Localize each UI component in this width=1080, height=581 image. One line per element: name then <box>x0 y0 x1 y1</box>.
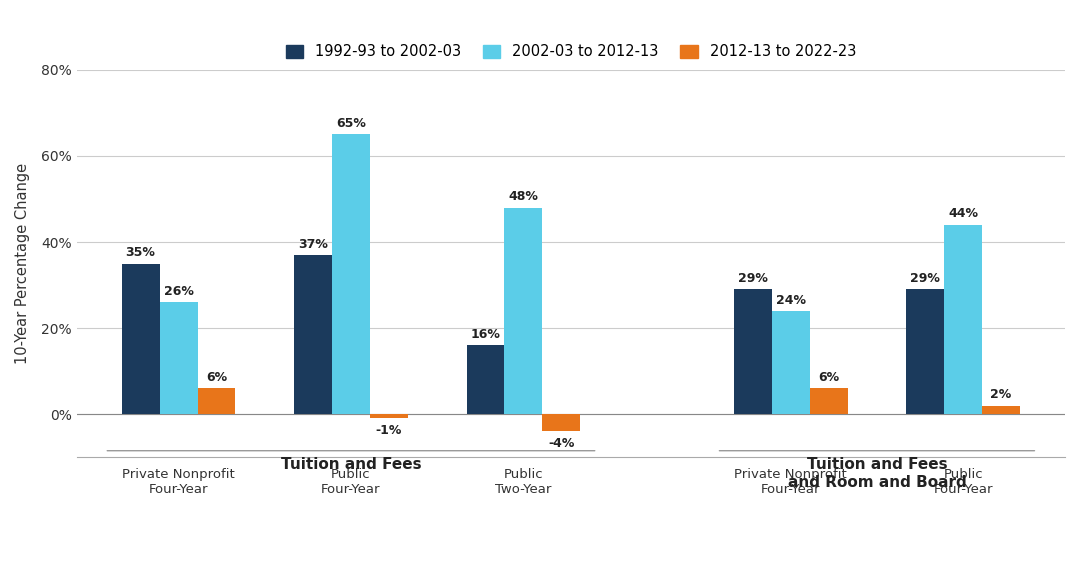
Text: 48%: 48% <box>509 190 538 203</box>
Text: -1%: -1% <box>376 424 402 436</box>
Bar <box>294 255 332 414</box>
Text: 29%: 29% <box>738 272 768 285</box>
Bar <box>198 388 235 414</box>
Bar <box>982 406 1021 414</box>
Text: 37%: 37% <box>298 238 328 250</box>
Bar <box>810 388 848 414</box>
Bar <box>467 345 504 414</box>
Bar <box>944 225 982 414</box>
Bar <box>733 289 772 414</box>
Text: 6%: 6% <box>819 371 839 384</box>
Y-axis label: 10-Year Percentage Change: 10-Year Percentage Change <box>15 163 30 364</box>
Legend: 1992-93 to 2002-03, 2002-03 to 2012-13, 2012-13 to 2022-23: 1992-93 to 2002-03, 2002-03 to 2012-13, … <box>280 38 862 65</box>
Text: 65%: 65% <box>336 117 366 130</box>
Text: -4%: -4% <box>549 436 575 450</box>
Text: 16%: 16% <box>471 328 500 341</box>
Text: Tuition and Fees
and Room and Board: Tuition and Fees and Room and Board <box>787 457 967 490</box>
Text: 44%: 44% <box>948 207 978 220</box>
Bar <box>542 414 580 431</box>
Bar <box>906 289 944 414</box>
Text: 2%: 2% <box>990 388 1012 401</box>
Bar <box>504 207 542 414</box>
Text: 35%: 35% <box>125 246 156 259</box>
Text: 6%: 6% <box>206 371 227 384</box>
Bar <box>772 311 810 414</box>
Bar <box>160 302 198 414</box>
Text: 26%: 26% <box>163 285 193 298</box>
Text: Tuition and Fees: Tuition and Fees <box>281 457 421 472</box>
Bar <box>370 414 408 418</box>
Text: 29%: 29% <box>910 272 941 285</box>
Bar <box>122 264 160 414</box>
Text: 24%: 24% <box>775 293 806 307</box>
Bar <box>332 134 370 414</box>
